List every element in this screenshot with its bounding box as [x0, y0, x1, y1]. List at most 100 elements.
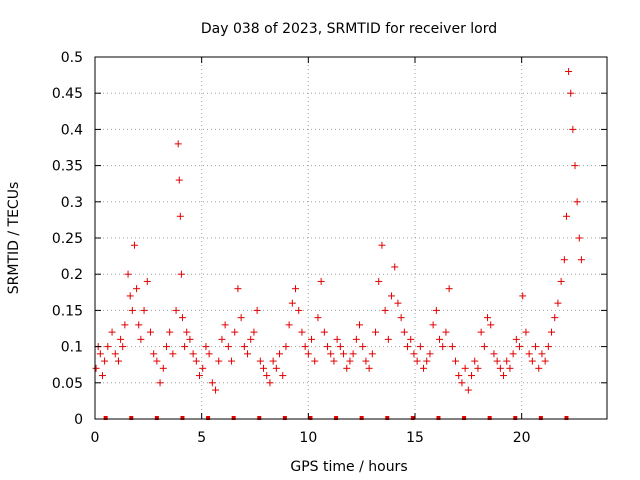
data-point	[288, 299, 296, 307]
data-point	[413, 357, 421, 365]
data-point	[92, 364, 100, 372]
data-point	[137, 335, 145, 343]
data-point	[535, 364, 543, 372]
zero-marker	[538, 416, 543, 420]
data-point	[464, 386, 472, 394]
data-point	[571, 162, 579, 170]
data-point	[519, 292, 527, 300]
data-point	[388, 292, 396, 300]
data-point	[117, 335, 125, 343]
grid-layer	[95, 57, 607, 419]
zero-marker	[129, 416, 134, 420]
zero-marker	[385, 416, 390, 420]
x-tick-label: 15	[406, 430, 424, 446]
data-point	[452, 357, 460, 365]
zero-marker	[513, 416, 518, 420]
data-point	[231, 328, 239, 336]
data-point	[304, 350, 312, 358]
zero-marker	[206, 416, 211, 420]
data-point	[528, 357, 536, 365]
zero-marker	[359, 416, 364, 420]
data-point	[177, 270, 185, 278]
y-tick-labels: 0 0.05 0.1 0.15 0.2 0.25 0.3 0.35 0.4 0.45 0.5	[52, 50, 83, 428]
data-point	[474, 364, 482, 372]
data-point	[292, 285, 300, 293]
data-point	[126, 292, 134, 300]
data-point	[569, 125, 577, 133]
data-point	[130, 241, 138, 249]
data-point	[178, 314, 186, 322]
data-point	[477, 328, 485, 336]
data-point	[407, 335, 415, 343]
data-point	[525, 350, 533, 358]
data-point	[143, 277, 151, 285]
data-point	[153, 357, 161, 365]
data-point	[439, 343, 447, 351]
data-point	[394, 299, 402, 307]
data-point	[135, 321, 143, 329]
zero-marker	[564, 416, 569, 420]
data-point	[359, 343, 367, 351]
data-point	[560, 256, 568, 264]
data-point	[327, 350, 335, 358]
data-point	[119, 343, 127, 351]
y-tick-label: 0.05	[52, 376, 83, 392]
data-point	[333, 335, 341, 343]
zero-marker	[282, 416, 287, 420]
data-point	[442, 328, 450, 336]
data-point	[181, 343, 189, 351]
x-tick-label: 20	[513, 430, 531, 446]
data-point	[448, 343, 456, 351]
data-point	[96, 350, 104, 358]
data-point	[551, 314, 559, 322]
data-point	[244, 350, 252, 358]
axis-ticks	[94, 56, 607, 420]
x-axis-label: GPS time / hours	[290, 459, 407, 475]
x-tick-labels: 0 5 10 15 20	[91, 430, 531, 446]
data-point	[410, 350, 418, 358]
data-point	[378, 241, 386, 249]
data-point	[365, 364, 373, 372]
data-point	[196, 372, 204, 380]
data-point	[532, 343, 540, 351]
data-point	[150, 350, 158, 358]
zero-markers	[103, 416, 569, 420]
zero-marker	[487, 416, 492, 420]
data-point	[186, 335, 194, 343]
chart-title: Day 038 of 2023, SRMTID for receiver lor…	[201, 21, 497, 37]
data-point	[557, 277, 565, 285]
data-point	[496, 364, 504, 372]
x-tick-label: 0	[91, 430, 100, 446]
y-tick-label: 0.45	[52, 86, 83, 102]
data-point	[212, 386, 220, 394]
data-point	[282, 343, 290, 351]
data-point	[111, 350, 119, 358]
data-point	[343, 364, 351, 372]
data-point	[317, 277, 325, 285]
data-point	[346, 357, 354, 365]
data-point	[192, 357, 200, 365]
y-tick-label: 0.4	[61, 122, 83, 138]
data-point	[234, 285, 242, 293]
data-point	[340, 350, 348, 358]
data-point	[503, 357, 511, 365]
y-axis-label: SRMTID / TECUs	[6, 182, 22, 295]
zero-marker	[410, 416, 415, 420]
data-point	[295, 306, 303, 314]
data-point	[176, 212, 184, 220]
data-point	[240, 343, 248, 351]
data-point	[506, 364, 514, 372]
y-tick-label: 0	[74, 412, 83, 428]
data-point	[314, 314, 322, 322]
data-point	[298, 328, 306, 336]
zero-marker	[180, 416, 185, 420]
data-point	[400, 328, 408, 336]
data-point	[562, 212, 570, 220]
data-point	[372, 328, 380, 336]
data-point	[565, 67, 573, 75]
data-point	[159, 364, 167, 372]
data-point	[420, 364, 428, 372]
data-point	[279, 372, 287, 380]
data-point	[522, 328, 530, 336]
